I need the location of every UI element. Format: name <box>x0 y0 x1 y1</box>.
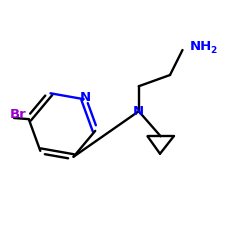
Text: NH: NH <box>190 40 212 53</box>
Text: N: N <box>133 105 144 118</box>
Text: Br: Br <box>10 108 26 121</box>
Text: N: N <box>80 91 91 104</box>
Text: 2: 2 <box>210 46 217 55</box>
